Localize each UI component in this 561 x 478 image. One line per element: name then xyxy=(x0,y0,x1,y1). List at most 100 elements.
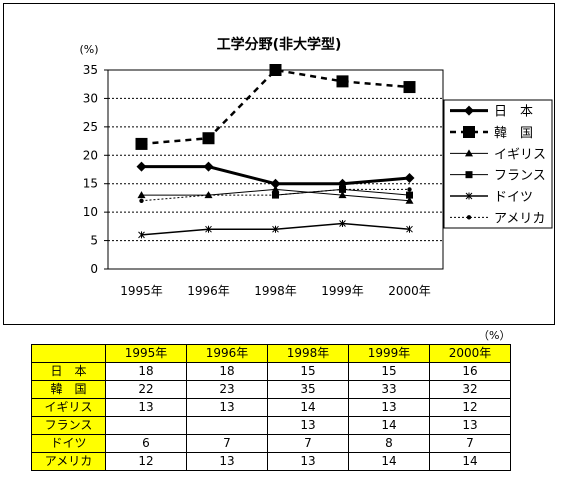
legend-item: 韓 国 xyxy=(450,126,533,141)
y-tick-label: 10 xyxy=(83,205,98,219)
legend xyxy=(443,99,553,229)
legend-label: 日 本 xyxy=(494,105,533,120)
table-corner-cell xyxy=(31,344,106,363)
table-cell: 13 xyxy=(105,398,187,417)
table-cell: 23 xyxy=(186,380,268,399)
data-point xyxy=(269,64,282,76)
column-header: 1999年 xyxy=(348,344,430,363)
data-point xyxy=(340,187,345,192)
legend-item: フランス xyxy=(450,169,546,184)
y-tick-label: 5 xyxy=(90,234,98,248)
y-tick-label: 35 xyxy=(83,63,98,77)
table-cell: 14 xyxy=(429,452,511,471)
table-cell: 33 xyxy=(348,380,430,399)
column-header: 1995年 xyxy=(105,344,187,363)
series-2 xyxy=(135,64,416,150)
y-tick-label: 25 xyxy=(83,120,98,134)
series-line xyxy=(141,188,410,202)
table-cell: 16 xyxy=(429,362,511,381)
table-cell: 7 xyxy=(186,434,268,453)
data-point xyxy=(404,173,415,184)
table-cell: 22 xyxy=(105,380,187,399)
data-point xyxy=(465,171,473,179)
x-tick-label: 1998年 xyxy=(254,284,297,298)
data-point xyxy=(135,137,148,150)
y-axis-label: (%) xyxy=(79,43,98,56)
column-header: 2000年 xyxy=(429,344,511,363)
table-cell: 13 xyxy=(429,416,511,435)
series-5 xyxy=(138,220,413,239)
x-tick-label: 1995年 xyxy=(120,284,163,298)
row-label: アメリカ xyxy=(31,452,106,471)
table-cell: 13 xyxy=(186,398,268,417)
series-line xyxy=(141,68,410,146)
data-point xyxy=(336,75,349,88)
data-point xyxy=(463,126,475,138)
data-point xyxy=(465,192,473,200)
y-tick-label: 15 xyxy=(83,177,98,191)
table-cell: 14 xyxy=(267,398,349,417)
table-row: フランス 13 14 13 xyxy=(31,416,511,435)
table-row: イギリス 13 13 14 13 12 xyxy=(31,398,511,417)
series-3 xyxy=(137,185,414,204)
legend-item: 日 本 xyxy=(450,105,533,120)
data-point xyxy=(406,225,413,233)
plot-area xyxy=(107,69,444,270)
data-point xyxy=(407,187,412,192)
table-unit-label: （%） xyxy=(478,329,511,342)
data-point xyxy=(273,192,278,198)
column-header: 1996年 xyxy=(186,344,268,363)
row-label: 日 本 xyxy=(31,362,106,381)
data-point xyxy=(138,231,145,239)
series-1 xyxy=(136,161,415,189)
x-tick-label: 1999年 xyxy=(321,284,364,298)
row-label: ドイツ xyxy=(31,434,106,453)
table-cell: 32 xyxy=(429,380,511,399)
table-cell: 14 xyxy=(348,452,430,471)
legend-label: 韓 国 xyxy=(494,126,533,141)
column-header: 1998年 xyxy=(267,344,349,363)
data-point xyxy=(202,132,215,145)
legend-label: ドイツ xyxy=(494,190,533,205)
data-point xyxy=(136,161,147,172)
table-cell: 6 xyxy=(105,434,187,453)
table-cell xyxy=(186,416,268,435)
table-cell: 7 xyxy=(429,434,511,453)
table-cell: 8 xyxy=(348,434,430,453)
data-point xyxy=(205,225,212,233)
data-point xyxy=(338,191,347,199)
chart-title: 工学分野(非大学型) xyxy=(217,36,342,53)
data-point xyxy=(272,225,279,233)
data-point xyxy=(466,215,472,220)
data-point xyxy=(270,178,281,189)
data-point xyxy=(464,105,474,116)
table-cell: 13 xyxy=(267,416,349,435)
table-cell: 15 xyxy=(348,362,430,381)
row-label: 韓 国 xyxy=(31,380,106,399)
table-row: ドイツ 6 7 7 8 7 xyxy=(31,434,511,453)
y-tick-label: 30 xyxy=(83,91,98,105)
table-cell: 12 xyxy=(429,398,511,417)
table-row: アメリカ 12 13 13 14 14 xyxy=(31,452,511,471)
series-6 xyxy=(139,187,412,203)
legend-item: ドイツ xyxy=(450,190,533,205)
data-point xyxy=(206,192,211,198)
y-tick-label: 0 xyxy=(90,262,98,276)
row-label: フランス xyxy=(31,416,106,435)
legend-label: イギリス xyxy=(494,147,546,162)
legend-label: フランス xyxy=(494,169,546,184)
data-point xyxy=(405,196,414,204)
table-header-row: 1995年 1996年 1998年 1999年 2000年 xyxy=(31,344,511,363)
x-tick-label: 1996年 xyxy=(187,284,230,298)
chart-area: 工学分野(非大学型) (%) 0 5 10 15 20 25 30 35 1995年 1996年 1… xyxy=(3,3,555,325)
table-cell: 18 xyxy=(105,362,187,381)
data-point xyxy=(465,149,473,157)
legend-item: アメリカ xyxy=(450,211,545,226)
table-cell: 13 xyxy=(267,452,349,471)
table-cell: 35 xyxy=(267,380,349,399)
table-cell: 12 xyxy=(105,452,187,471)
table-cell: 13 xyxy=(348,398,430,417)
table-cell: 15 xyxy=(267,362,349,381)
data-point xyxy=(203,161,214,172)
table-cell: 14 xyxy=(348,416,430,435)
